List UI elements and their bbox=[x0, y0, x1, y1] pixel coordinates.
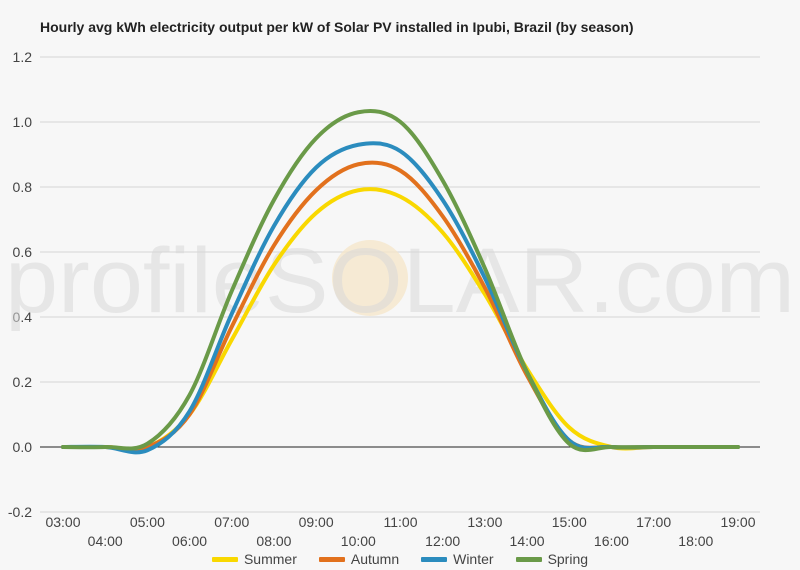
y-tick-label: 1.0 bbox=[13, 114, 33, 130]
x-tick-label: 10:00 bbox=[341, 533, 376, 549]
chart-legend: Summer Autumn Winter Spring bbox=[0, 549, 800, 569]
x-tick-label: 08:00 bbox=[256, 533, 291, 549]
x-tick-label: 14:00 bbox=[510, 533, 545, 549]
legend-swatch bbox=[421, 556, 448, 562]
series-line-spring bbox=[61, 109, 740, 453]
legend-swatch bbox=[211, 556, 238, 562]
legend-item-winter: Winter bbox=[421, 551, 494, 567]
x-tick-label: 11:00 bbox=[384, 514, 418, 530]
x-tick-label: 07:00 bbox=[214, 514, 249, 530]
legend-label: Summer bbox=[243, 551, 297, 567]
x-tick-label: 06:00 bbox=[172, 533, 207, 549]
x-tick-label: 12:00 bbox=[425, 533, 460, 549]
x-tick-label: 03:00 bbox=[45, 514, 80, 530]
legend-item-autumn: Autumn bbox=[318, 551, 400, 567]
x-tick-label: 05:00 bbox=[130, 514, 165, 530]
x-tick-label: 09:00 bbox=[299, 514, 334, 530]
x-tick-label: 04:00 bbox=[88, 533, 123, 549]
watermark: profileSOLAR.com bbox=[5, 230, 795, 332]
y-tick-label: 1.2 bbox=[13, 49, 33, 65]
series-lines bbox=[61, 109, 740, 455]
legend-label: Winter bbox=[453, 551, 494, 567]
y-tick-label: 0.6 bbox=[13, 244, 33, 260]
watermark-sun-icon bbox=[332, 240, 408, 316]
x-tick-label: 19:00 bbox=[720, 514, 755, 530]
legend-label: Spring bbox=[547, 551, 589, 567]
legend-item-summer: Summer bbox=[211, 551, 297, 567]
legend-swatch bbox=[515, 556, 542, 562]
y-tick-label: 0.2 bbox=[13, 374, 33, 390]
legend-label: Autumn bbox=[350, 551, 400, 567]
legend-item-spring: Spring bbox=[515, 551, 589, 567]
x-axis-tick-labels: 03:00 04:00 05:00 06:00 07:00 08:00 09:00 10:00… bbox=[45, 514, 755, 549]
x-tick-label: 13:00 bbox=[467, 514, 502, 530]
x-tick-label: 17:00 bbox=[636, 514, 671, 530]
y-tick-label: -0.2 bbox=[8, 504, 32, 520]
legend-swatch bbox=[318, 556, 345, 562]
y-tick-label: 0.8 bbox=[13, 179, 33, 195]
x-tick-label: 18:00 bbox=[678, 533, 713, 549]
y-axis-tick-labels: 1.2 1.0 0.8 0.6 0.4 0.2 0.0 -0.2 bbox=[8, 49, 32, 520]
watermark-text: profileSOLAR.com bbox=[5, 230, 795, 332]
x-tick-label: 15:00 bbox=[552, 514, 587, 530]
x-tick-label: 16:00 bbox=[594, 533, 629, 549]
chart-title: Hourly avg kWh electricity output per kW… bbox=[40, 19, 634, 35]
y-tick-label: 0.0 bbox=[13, 439, 33, 455]
y-tick-label: 0.4 bbox=[13, 309, 33, 325]
